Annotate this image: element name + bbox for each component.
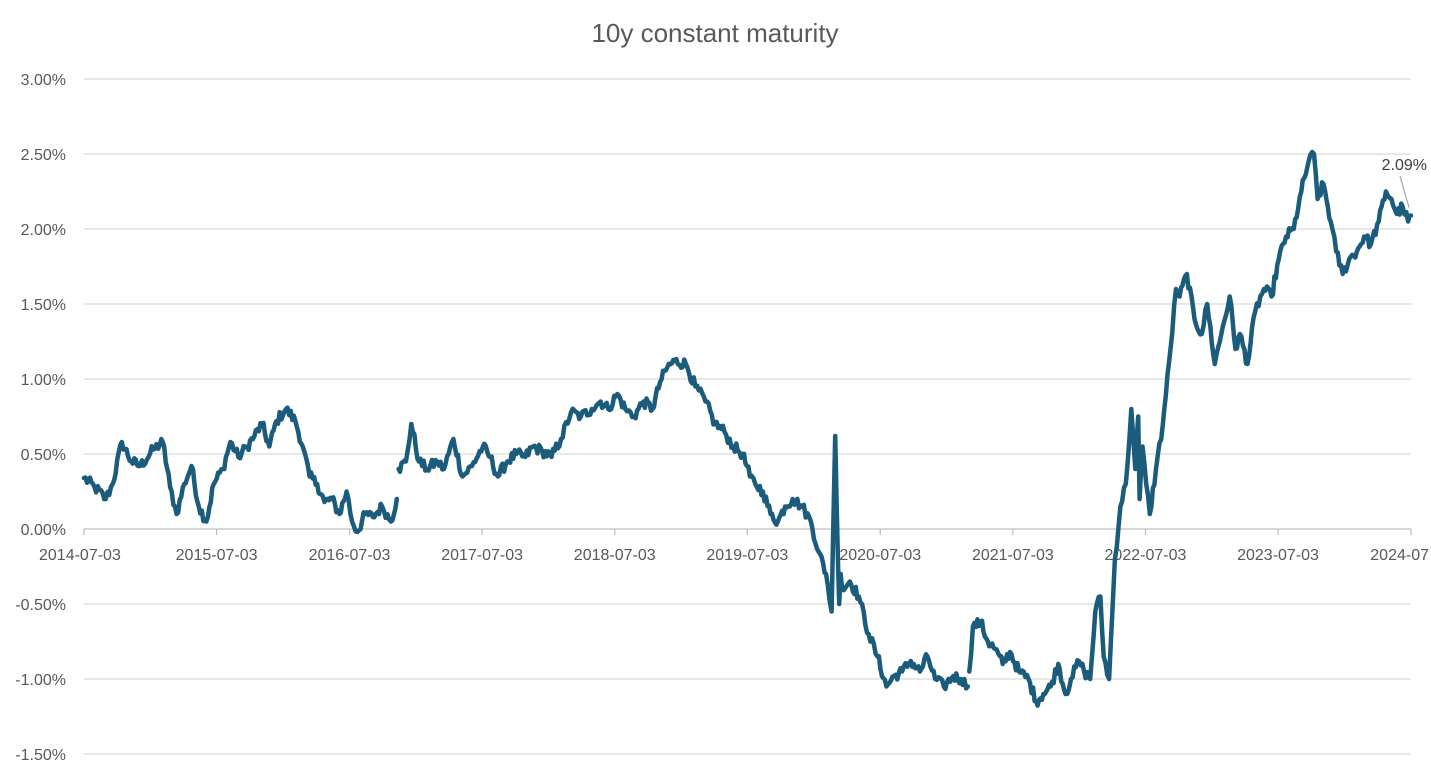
y-tick-label: 1.50% — [21, 297, 66, 314]
annotation-leader-line — [1399, 175, 1410, 208]
y-tick-label: -1.00% — [15, 672, 66, 689]
x-tick-label: 2022-07-03 — [1105, 547, 1187, 564]
last-value-annotation: 2.09% — [1382, 157, 1427, 208]
series-segment-1 — [396, 356, 971, 692]
x-tick-label: 2018-07-03 — [574, 547, 656, 564]
y-tick-label: 3.00% — [21, 72, 66, 89]
y-tick-label: 2.50% — [21, 147, 66, 164]
y-tick-label: 0.50% — [21, 447, 66, 464]
x-tick-label: 2019-07-03 — [706, 547, 788, 564]
last-value-label: 2.09% — [1382, 157, 1427, 174]
y-tick-label: 2.00% — [21, 222, 66, 239]
x-tick-label: 2024-07 — [1370, 547, 1429, 564]
x-tick-label: 2023-07-03 — [1237, 547, 1319, 564]
y-tick-label: -1.50% — [15, 747, 66, 764]
chart-title: 10y constant maturity — [591, 18, 838, 48]
y-axis-tick-labels: 3.00% 2.50% 2.00% 1.50% 1.00% 0.50% 0.00% -0.50… — [15, 72, 66, 764]
series-segment-2 — [967, 149, 1414, 708]
series-line — [81, 149, 1414, 708]
y-tick-label: 1.00% — [21, 372, 66, 389]
x-tick-label: 2020-07-03 — [839, 547, 921, 564]
x-tick-label: 2021-07-03 — [972, 547, 1054, 564]
x-tick-label: 2017-07-03 — [441, 547, 523, 564]
x-tick-label: 2016-07-03 — [309, 547, 391, 564]
y-tick-label: -0.50% — [15, 597, 66, 614]
x-tick-label: 2015-07-03 — [176, 547, 258, 564]
x-axis-tick-labels: 2014-07-03 2015-07-03 2016-07-03 2017-07-03… — [39, 547, 1429, 564]
y-tick-label: 0.00% — [21, 522, 66, 539]
x-tick-label: 2014-07-03 — [39, 547, 121, 564]
series-segment-0 — [81, 405, 400, 535]
